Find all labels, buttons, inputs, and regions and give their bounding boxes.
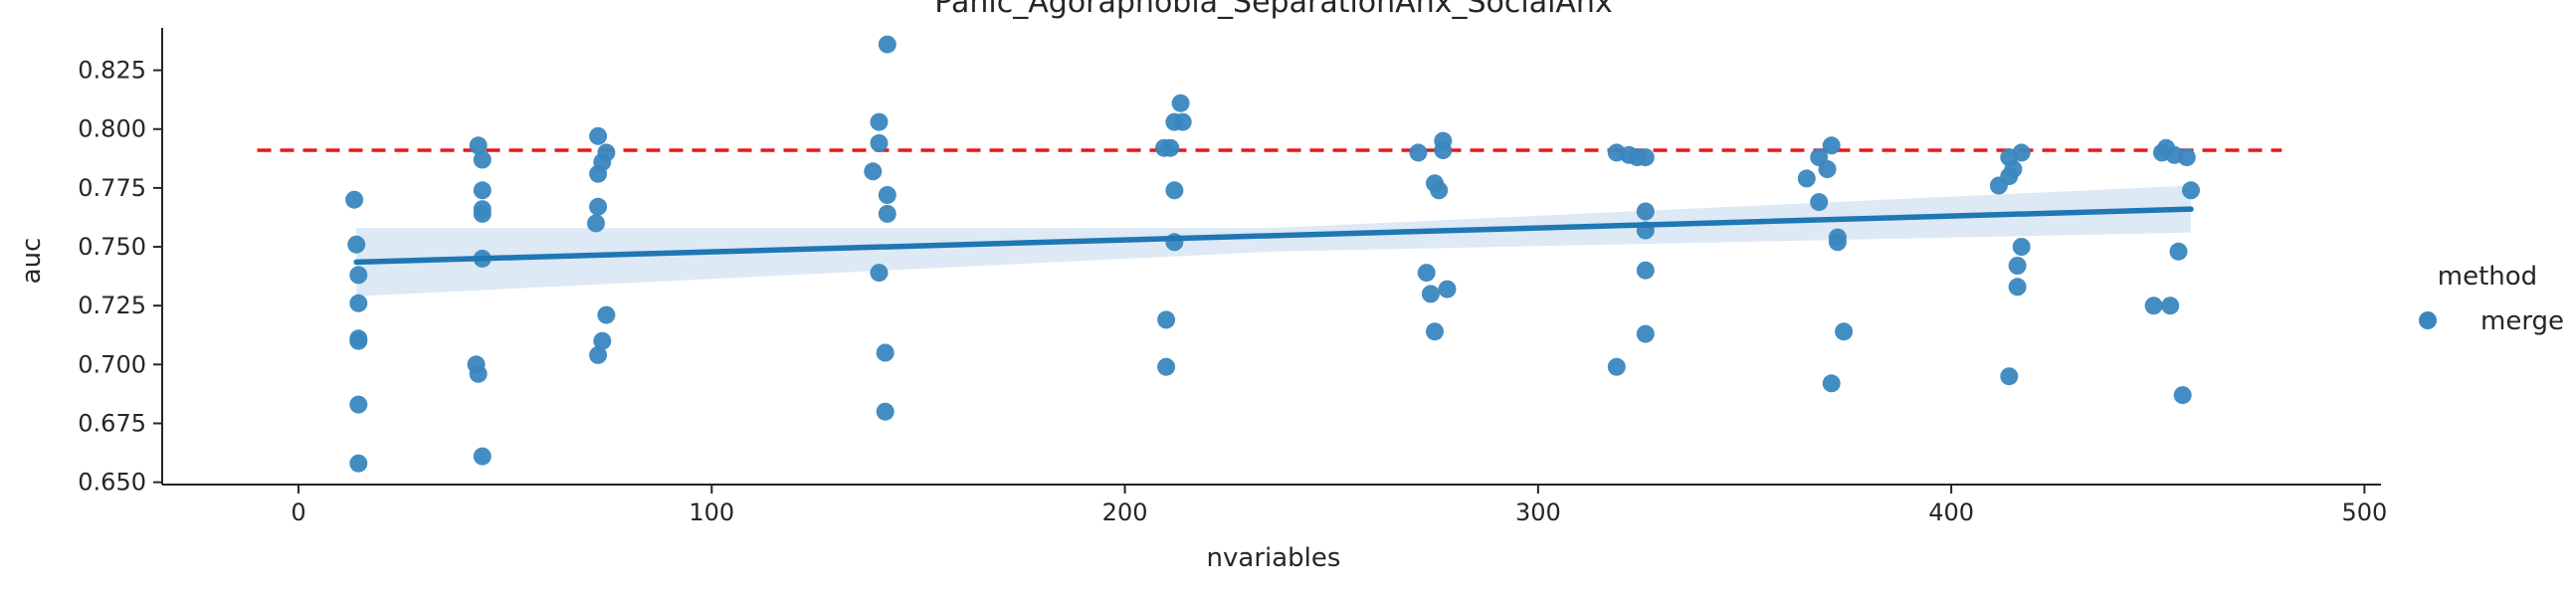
- data-point: [878, 186, 896, 204]
- legend-marker-merge: [2419, 311, 2437, 329]
- data-point: [469, 136, 488, 155]
- x-tick-label: 200: [1102, 498, 1148, 526]
- data-point: [1636, 324, 1655, 343]
- data-point: [1822, 136, 1841, 155]
- data-point: [1171, 94, 1190, 112]
- data-point: [878, 204, 896, 223]
- x-tick-label: 0: [291, 498, 305, 526]
- confidence-band-layer: [356, 185, 2192, 297]
- data-point: [1409, 143, 1428, 162]
- data-point: [1165, 181, 1184, 200]
- data-point: [473, 204, 492, 223]
- axes: 0 100 200 300 400 500 0.650 0.675 0.700 0.725 0.75…: [78, 28, 2387, 526]
- data-point: [2004, 160, 2023, 178]
- y-tick-label: 0.650: [78, 469, 146, 497]
- data-point: [2144, 297, 2163, 315]
- data-point: [589, 197, 608, 216]
- data-point: [1835, 322, 1854, 341]
- data-point: [1828, 233, 1847, 252]
- confidence-band: [356, 185, 2192, 297]
- data-point: [1636, 202, 1655, 221]
- data-point: [2012, 238, 2031, 256]
- y-tick-label: 0.825: [78, 57, 146, 85]
- y-tick-label: 0.700: [78, 350, 146, 378]
- data-point: [870, 264, 889, 283]
- chart-title: Panic_Agoraphobia_SeparationAnx_SocialAn…: [934, 0, 1612, 20]
- data-point: [1438, 280, 1457, 298]
- data-point: [1636, 148, 1655, 167]
- data-point: [349, 454, 368, 473]
- legend: method merge: [2419, 262, 2564, 336]
- data-point: [2177, 148, 2196, 167]
- data-point: [473, 447, 492, 466]
- data-point: [597, 143, 616, 162]
- data-point: [2000, 367, 2019, 386]
- data-point: [473, 150, 492, 169]
- x-axis-label: nvariables: [1207, 543, 1341, 573]
- data-point: [2008, 278, 2027, 297]
- data-point: [593, 331, 612, 350]
- data-point: [1430, 181, 1449, 200]
- data-point: [1434, 141, 1453, 159]
- x-tick-label: 500: [2341, 498, 2387, 526]
- data-point: [597, 305, 616, 324]
- x-tick-label: 300: [1515, 498, 1561, 526]
- data-point: [589, 126, 608, 145]
- data-point: [1161, 138, 1180, 157]
- data-point: [349, 294, 368, 312]
- y-tick-label: 0.675: [78, 409, 146, 437]
- data-point: [589, 345, 608, 364]
- data-point: [864, 162, 883, 181]
- data-point: [878, 35, 896, 54]
- data-point: [870, 133, 889, 152]
- data-point: [349, 395, 368, 414]
- data-point: [1810, 193, 1829, 212]
- data-point: [1426, 322, 1444, 341]
- scatter-points-layer: [345, 35, 2200, 473]
- y-tick-label: 0.775: [78, 174, 146, 202]
- data-point: [2161, 297, 2180, 315]
- data-point: [469, 364, 488, 383]
- y-tick-label: 0.750: [78, 233, 146, 261]
- y-axis-label: auc: [17, 238, 47, 285]
- data-point: [876, 343, 894, 362]
- data-point: [1818, 160, 1837, 178]
- data-point: [2012, 143, 2031, 162]
- data-point: [1421, 285, 1440, 303]
- y-tick-label: 0.800: [78, 115, 146, 143]
- data-point: [870, 112, 889, 131]
- data-point: [2173, 386, 2192, 405]
- x-tick-label: 100: [689, 498, 734, 526]
- data-point: [2008, 257, 2027, 275]
- data-point: [1157, 357, 1176, 376]
- data-point: [473, 181, 492, 200]
- data-point: [1173, 112, 1192, 131]
- legend-label-merge: merge: [2480, 306, 2564, 336]
- x-tick-label: 400: [1928, 498, 1974, 526]
- data-point: [345, 190, 364, 209]
- data-point: [1797, 169, 1816, 188]
- y-tick-label: 0.725: [78, 292, 146, 319]
- data-point: [1417, 264, 1436, 283]
- regression-line: [353, 206, 2194, 266]
- data-point: [587, 214, 605, 233]
- data-point: [349, 331, 368, 350]
- data-point: [2169, 242, 2188, 261]
- legend-title: method: [2438, 262, 2537, 292]
- regression-line-layer: [353, 206, 2194, 266]
- data-point: [347, 235, 366, 254]
- data-point: [349, 266, 368, 285]
- data-point: [1636, 261, 1655, 280]
- data-point: [1607, 357, 1626, 376]
- data-point: [876, 402, 894, 421]
- data-point: [2182, 181, 2200, 200]
- data-point: [1157, 310, 1176, 329]
- data-point: [1822, 374, 1841, 393]
